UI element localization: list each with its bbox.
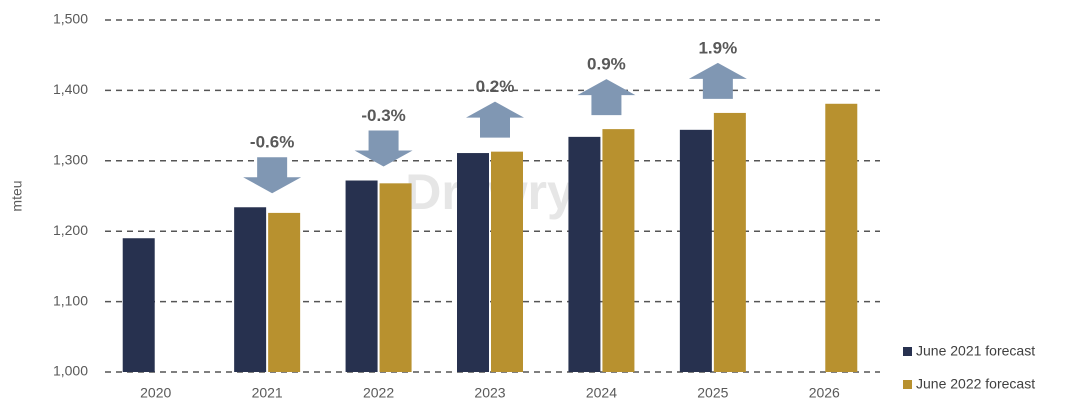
change-arrow bbox=[243, 157, 302, 194]
change-label: -0.6% bbox=[250, 133, 294, 152]
bar bbox=[234, 207, 267, 372]
change-label: 0.9% bbox=[587, 55, 626, 74]
bar bbox=[713, 112, 746, 372]
x-tick-label: 2024 bbox=[586, 385, 617, 401]
bar bbox=[268, 212, 301, 372]
x-tick-label: 2026 bbox=[809, 385, 840, 401]
bar bbox=[457, 153, 489, 372]
x-tick-label: 2025 bbox=[697, 385, 728, 401]
bar bbox=[122, 238, 155, 372]
x-tick-label: 2023 bbox=[474, 385, 505, 401]
bar bbox=[345, 180, 378, 372]
change-arrow bbox=[354, 130, 413, 167]
bar bbox=[602, 129, 635, 372]
legend-label: June 2021 forecast bbox=[916, 343, 1035, 359]
bar bbox=[568, 136, 601, 372]
y-tick-label: 1,100 bbox=[53, 292, 88, 308]
y-tick-label: 1,200 bbox=[53, 222, 88, 238]
bar bbox=[679, 129, 712, 372]
y-tick-label: 1,500 bbox=[53, 11, 88, 27]
x-tick-label: 2022 bbox=[363, 385, 394, 401]
x-tick-label: 2021 bbox=[252, 385, 283, 401]
legend-swatch bbox=[903, 380, 912, 389]
y-tick-label: 1,300 bbox=[53, 152, 88, 168]
legend-swatch bbox=[903, 347, 912, 356]
y-axis-label: mteu bbox=[9, 180, 25, 211]
change-arrow bbox=[466, 101, 524, 138]
change-label: 1.9% bbox=[698, 38, 737, 57]
x-tick-label: 2020 bbox=[140, 385, 171, 401]
change-label: 0.2% bbox=[476, 77, 515, 96]
y-tick-label: 1,000 bbox=[53, 363, 88, 379]
change-arrow bbox=[577, 79, 636, 116]
change-arrow bbox=[688, 62, 747, 99]
change-label: -0.3% bbox=[361, 106, 405, 125]
y-tick-label: 1,400 bbox=[53, 81, 88, 97]
legend-label: June 2022 forecast bbox=[916, 376, 1035, 392]
bar bbox=[491, 151, 523, 372]
watermark: Drewry bbox=[405, 164, 575, 220]
bar bbox=[825, 103, 858, 372]
bar bbox=[379, 183, 412, 372]
